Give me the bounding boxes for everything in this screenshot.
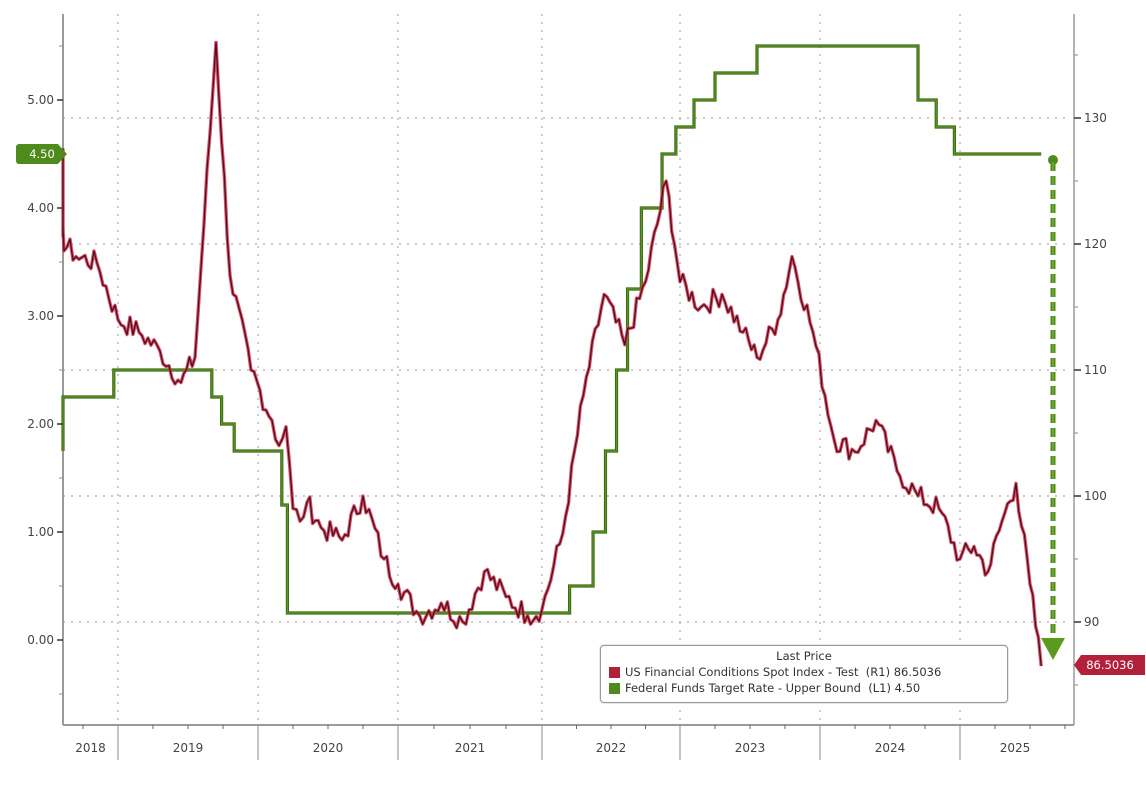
svg-text:2.00: 2.00: [27, 417, 54, 431]
right-axis-ticks: 130 120 110 100 90: [1074, 54, 1107, 686]
svg-text:4.00: 4.00: [27, 201, 54, 215]
svg-text:0.00: 0.00: [27, 633, 54, 647]
svg-text:1.00: 1.00: [27, 525, 54, 539]
svg-text:5.00: 5.00: [27, 93, 54, 107]
down-arrow-annotation: [1041, 155, 1065, 660]
svg-text:100: 100: [1084, 489, 1107, 503]
legend-label: Federal Funds Target Rate - Upper Bound: [625, 681, 861, 695]
svg-text:2022: 2022: [596, 741, 627, 755]
svg-text:3.00: 3.00: [27, 309, 54, 323]
legend-value: 4.50: [894, 681, 921, 695]
green-swatch-icon: [609, 682, 620, 694]
svg-text:90: 90: [1084, 615, 1099, 629]
svg-text:2025: 2025: [1000, 741, 1031, 755]
gridlines: [63, 14, 1070, 725]
legend-axis: (L1): [868, 681, 891, 695]
left-axis-ticks: 5.00 4.00 3.00 2.00 1.00 0.00: [27, 45, 63, 695]
svg-text:2020: 2020: [313, 741, 344, 755]
red-swatch-icon: [609, 666, 620, 678]
chart-legend: Last Price US Financial Conditions Spot …: [600, 645, 1008, 703]
legend-title: Last Price: [776, 649, 832, 663]
svg-text:120: 120: [1084, 237, 1107, 251]
svg-text:2023: 2023: [735, 741, 766, 755]
legend-axis: (R1): [865, 665, 891, 679]
svg-text:130: 130: [1084, 111, 1107, 125]
svg-text:2024: 2024: [875, 741, 906, 755]
legend-label: US Financial Conditions Spot Index - Tes…: [625, 665, 859, 679]
legend-item-financial-conditions: US Financial Conditions Spot Index - Tes…: [601, 664, 1007, 680]
left-axis-last-value-badge: 4.50: [16, 144, 67, 164]
legend-value: 86.5036: [893, 665, 942, 679]
svg-text:2018: 2018: [75, 741, 106, 755]
right-axis-last-value-badge: 86.5036: [1074, 655, 1145, 675]
fed-funds-rate-line: [61, 44, 1042, 615]
x-axis-year-labels: 2018 2019 2020 2021 2022 2023 2024 2025: [75, 741, 1030, 755]
legend-item-fed-funds: Federal Funds Target Rate - Upper Bound …: [601, 680, 1007, 696]
svg-text:110: 110: [1084, 363, 1107, 377]
svg-text:2021: 2021: [455, 741, 486, 755]
financial-conditions-line: [61, 40, 1043, 667]
svg-text:2019: 2019: [173, 741, 204, 755]
